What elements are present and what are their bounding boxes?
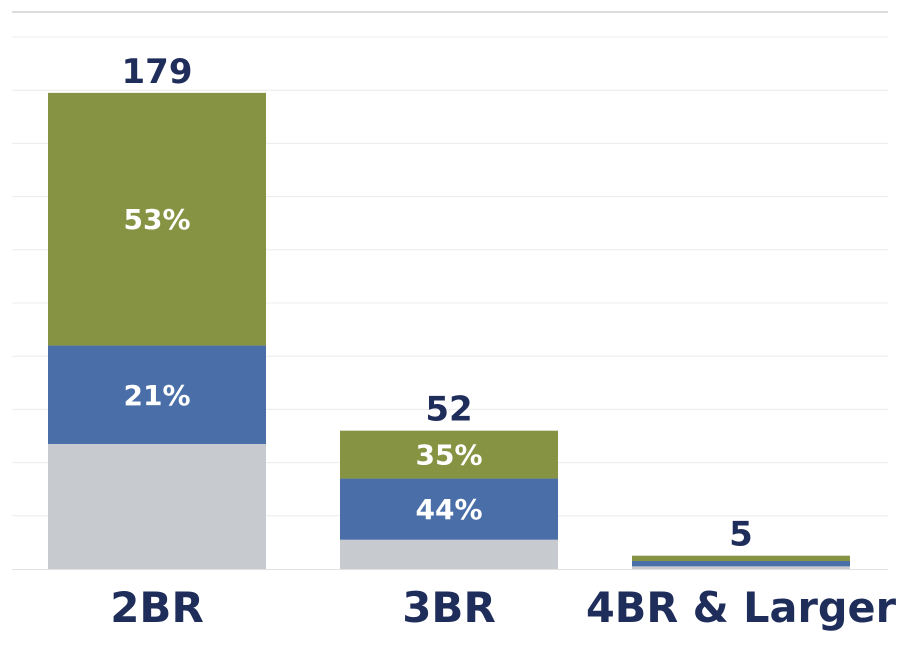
category-label: 2BR (110, 583, 204, 632)
data-labels: 21% 53% 179 44% 35% 52 5 (122, 52, 753, 555)
segment-percent-label: 35% (415, 439, 482, 472)
bar-segment (632, 561, 850, 567)
segment-percent-label: 44% (415, 493, 482, 526)
category-label: 3BR (402, 583, 496, 632)
category-label: 4BR & Larger (586, 583, 896, 632)
bar-segment (632, 555, 850, 562)
bar-segment (632, 566, 850, 569)
bar-segment (340, 478, 558, 540)
segment-percent-label: 53% (123, 203, 190, 236)
bar-total-label: 5 (729, 515, 753, 555)
bar-segment (340, 539, 558, 569)
bar-segment (48, 443, 266, 569)
bar-total-label: 179 (122, 52, 193, 92)
bar-segment (48, 345, 266, 444)
x-axis: 2BR 3BR 4BR & Larger (12, 569, 896, 632)
bar-segment (48, 92, 266, 346)
bar-total-label: 52 (425, 390, 472, 430)
bars (48, 92, 850, 569)
bar-segment (340, 430, 558, 479)
segment-percent-label: 21% (123, 379, 190, 412)
